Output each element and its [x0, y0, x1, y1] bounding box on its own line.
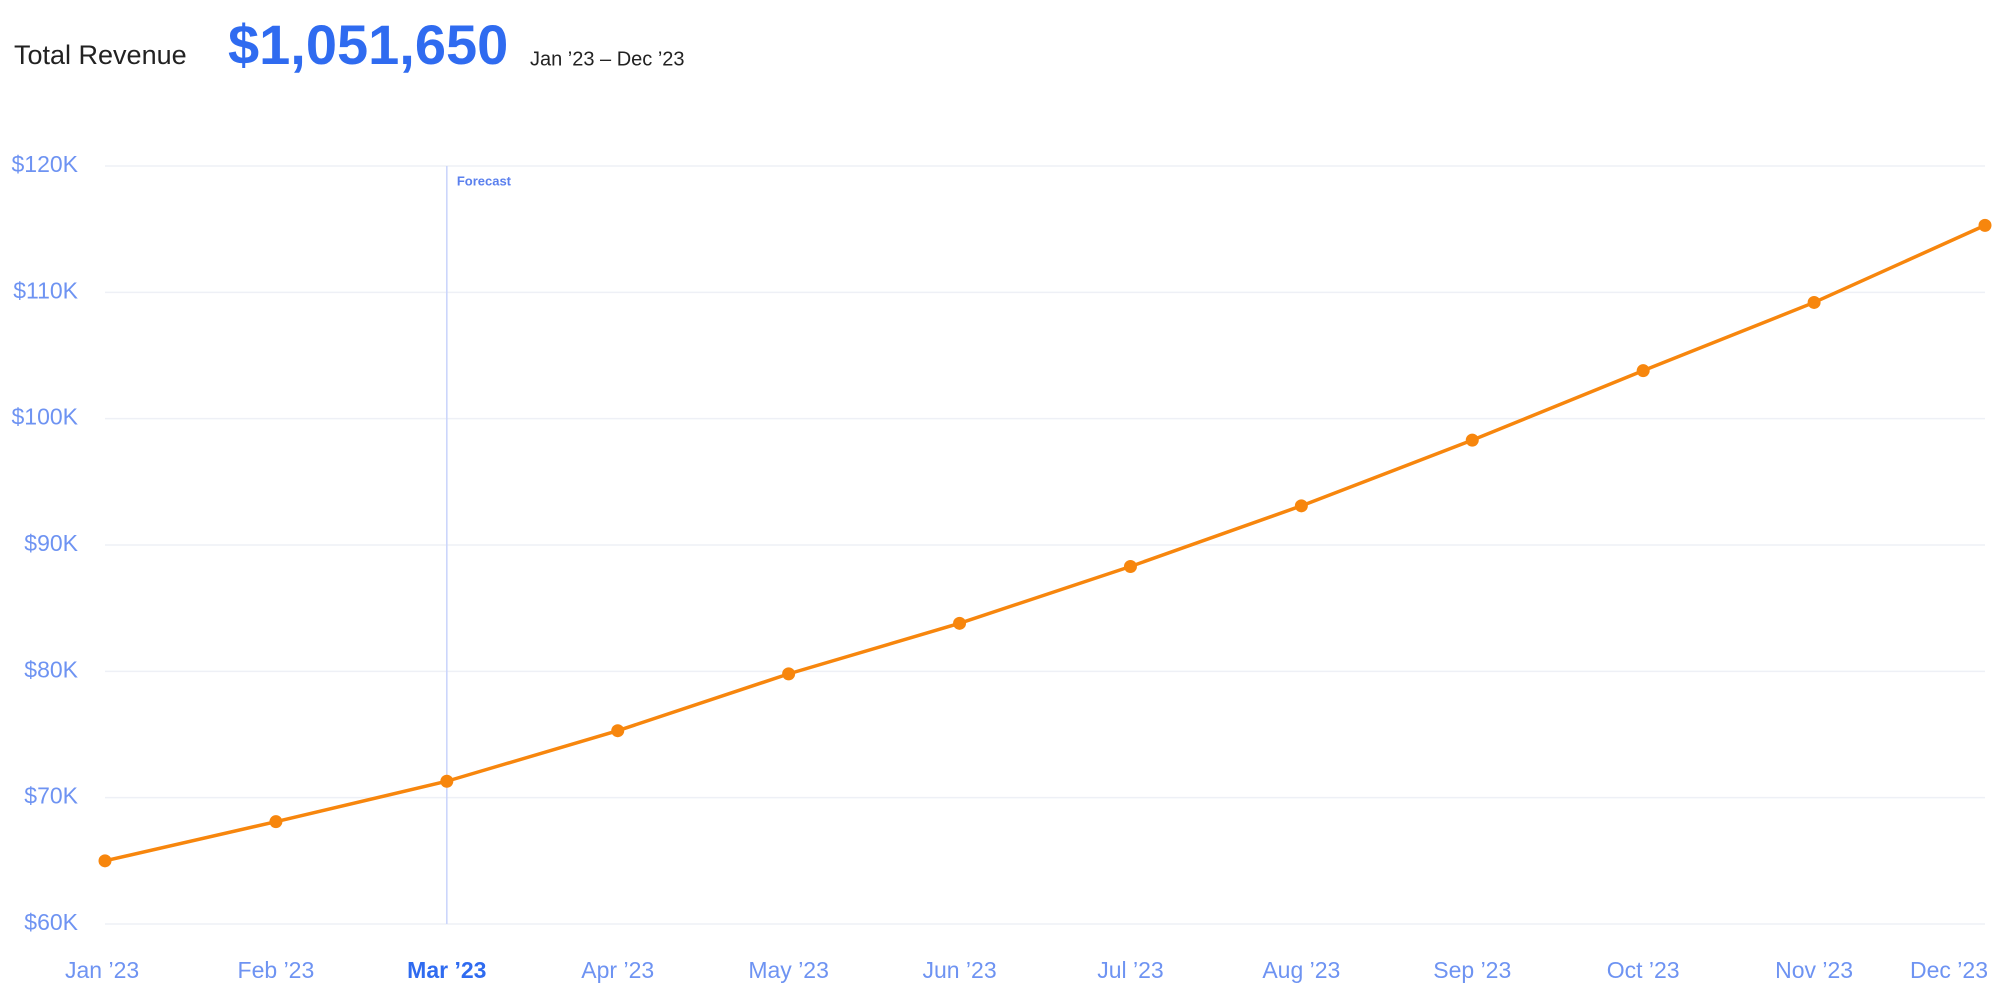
x-tick-label: Jun ’23 [922, 957, 996, 983]
x-tick-label: Mar ’23 [407, 957, 486, 983]
data-point [953, 616, 967, 630]
data-point [1294, 499, 1308, 513]
data-point [1978, 218, 1992, 232]
x-tick-label: Feb ’23 [238, 957, 315, 983]
data-point [1807, 295, 1821, 309]
x-tick-label: Jul ’23 [1097, 957, 1163, 983]
y-tick-label: $70K [24, 783, 78, 809]
x-tick-label: May ’23 [748, 957, 829, 983]
x-tick-label: Apr ’23 [581, 957, 654, 983]
x-tick-label: Oct ’23 [1607, 957, 1680, 983]
data-point [269, 815, 283, 829]
header-label: Total Revenue [14, 40, 187, 70]
data-point [1636, 364, 1650, 378]
x-tick-label: Jan ’23 [65, 957, 139, 983]
data-point [782, 667, 796, 681]
data-point [1465, 433, 1479, 447]
x-tick-label: Aug ’23 [1262, 957, 1340, 983]
y-tick-label: $100K [11, 404, 78, 430]
x-tick-label: Sep ’23 [1433, 957, 1511, 983]
y-tick-label: $120K [11, 151, 78, 177]
y-tick-label: $60K [24, 909, 78, 935]
series-line [104, 223, 1986, 863]
data-point [1123, 559, 1137, 573]
header-total: $1,051,650 [228, 13, 508, 76]
x-tick-label: Nov ’23 [1775, 957, 1853, 983]
header-range: Jan ’23 – Dec ’23 [530, 48, 685, 70]
data-point [98, 854, 112, 868]
x-tick-label: Dec ’23 [1910, 957, 1988, 983]
forecast-label: Forecast [457, 173, 512, 188]
data-point [611, 724, 625, 738]
y-tick-label: $90K [24, 530, 78, 556]
y-tick-label: $80K [24, 656, 78, 682]
data-point [440, 774, 454, 788]
y-tick-label: $110K [13, 277, 78, 303]
